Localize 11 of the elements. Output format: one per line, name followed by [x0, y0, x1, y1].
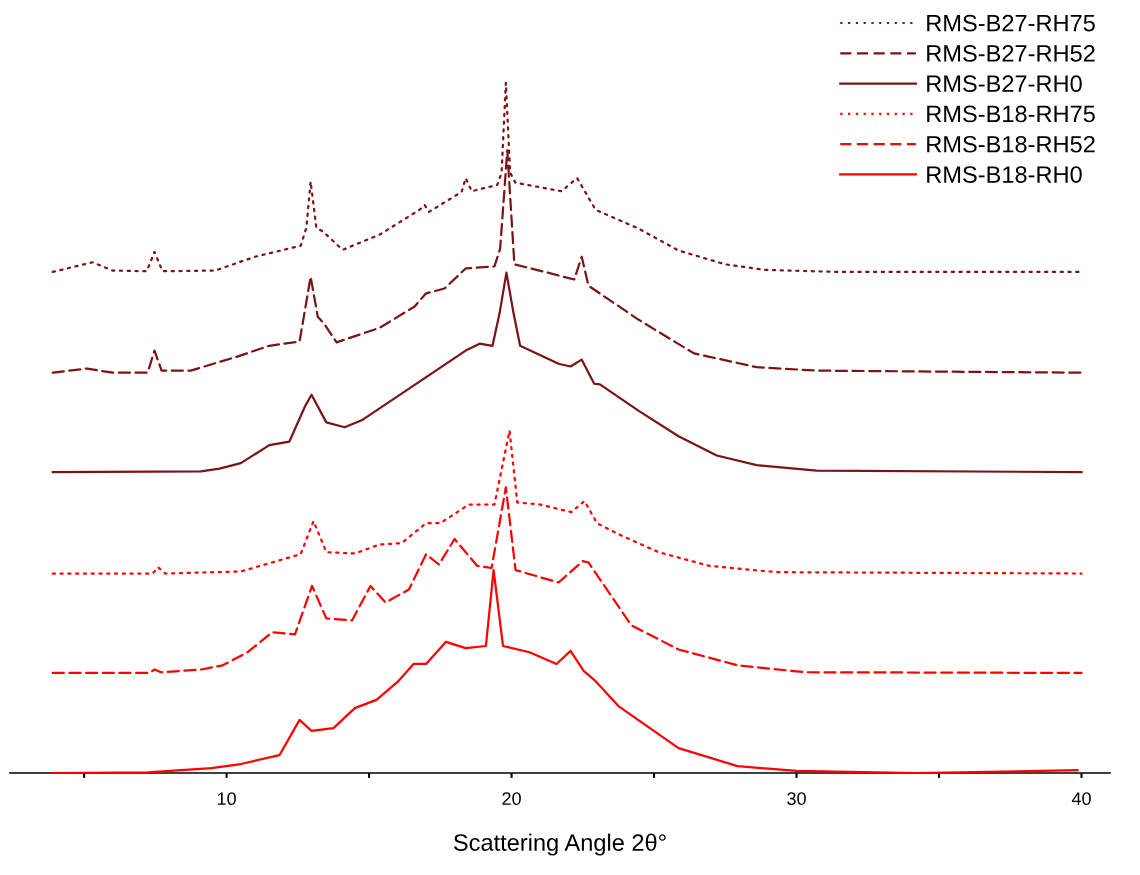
- x-tick-label: 20: [502, 792, 521, 806]
- x-tick-label: 10: [217, 792, 236, 806]
- legend-label: RMS-B18-RH75: [927, 105, 1095, 123]
- legend-label: RMS-B27-RH0: [927, 75, 1082, 93]
- legend-label: RMS-B27-RH75: [927, 14, 1095, 32]
- legend-label: RMS-B18-RH0: [927, 166, 1082, 183]
- x-tick-label: 30: [787, 792, 806, 806]
- x-tick-label: 40: [1071, 792, 1091, 806]
- x-axis-title: Scattering Angle 2θ°: [453, 833, 666, 856]
- legend-label: RMS-B18-RH52: [927, 135, 1095, 153]
- legend-label: RMS-B27-RH52: [927, 45, 1095, 62]
